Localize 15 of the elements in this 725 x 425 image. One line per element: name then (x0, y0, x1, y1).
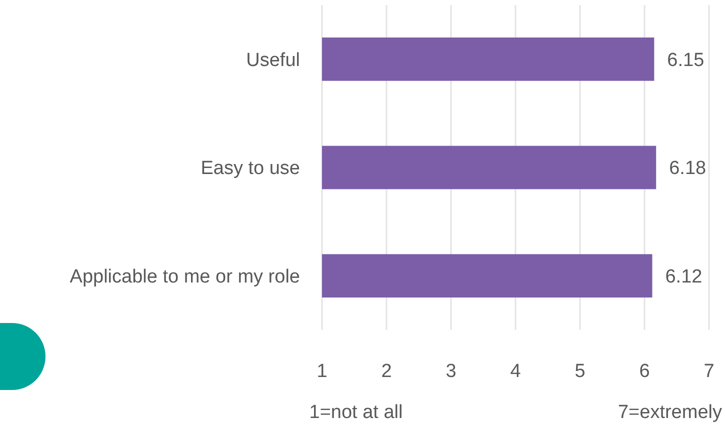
y-tick-label: Useful (246, 50, 300, 71)
x-tick-label: 4 (510, 361, 522, 382)
text: 7=extremely (618, 402, 722, 423)
data-label: 6.12 (665, 266, 702, 288)
y-tick-label: Easy to use (200, 158, 300, 180)
x-tick-label: 1 (316, 361, 328, 382)
text: 1=not at all (309, 402, 403, 423)
data-label: 6.18 (669, 158, 706, 180)
x-tick-label: 3 (446, 361, 456, 382)
x-tick-label: 6 (639, 361, 650, 382)
data-label: 6.15 (667, 50, 704, 71)
x-tick-label: 7 (704, 361, 714, 382)
x-tick-label: 5 (574, 361, 586, 382)
x-tick-label: 2 (381, 361, 392, 382)
y-tick-label: Applicable to me or my role (70, 266, 300, 288)
